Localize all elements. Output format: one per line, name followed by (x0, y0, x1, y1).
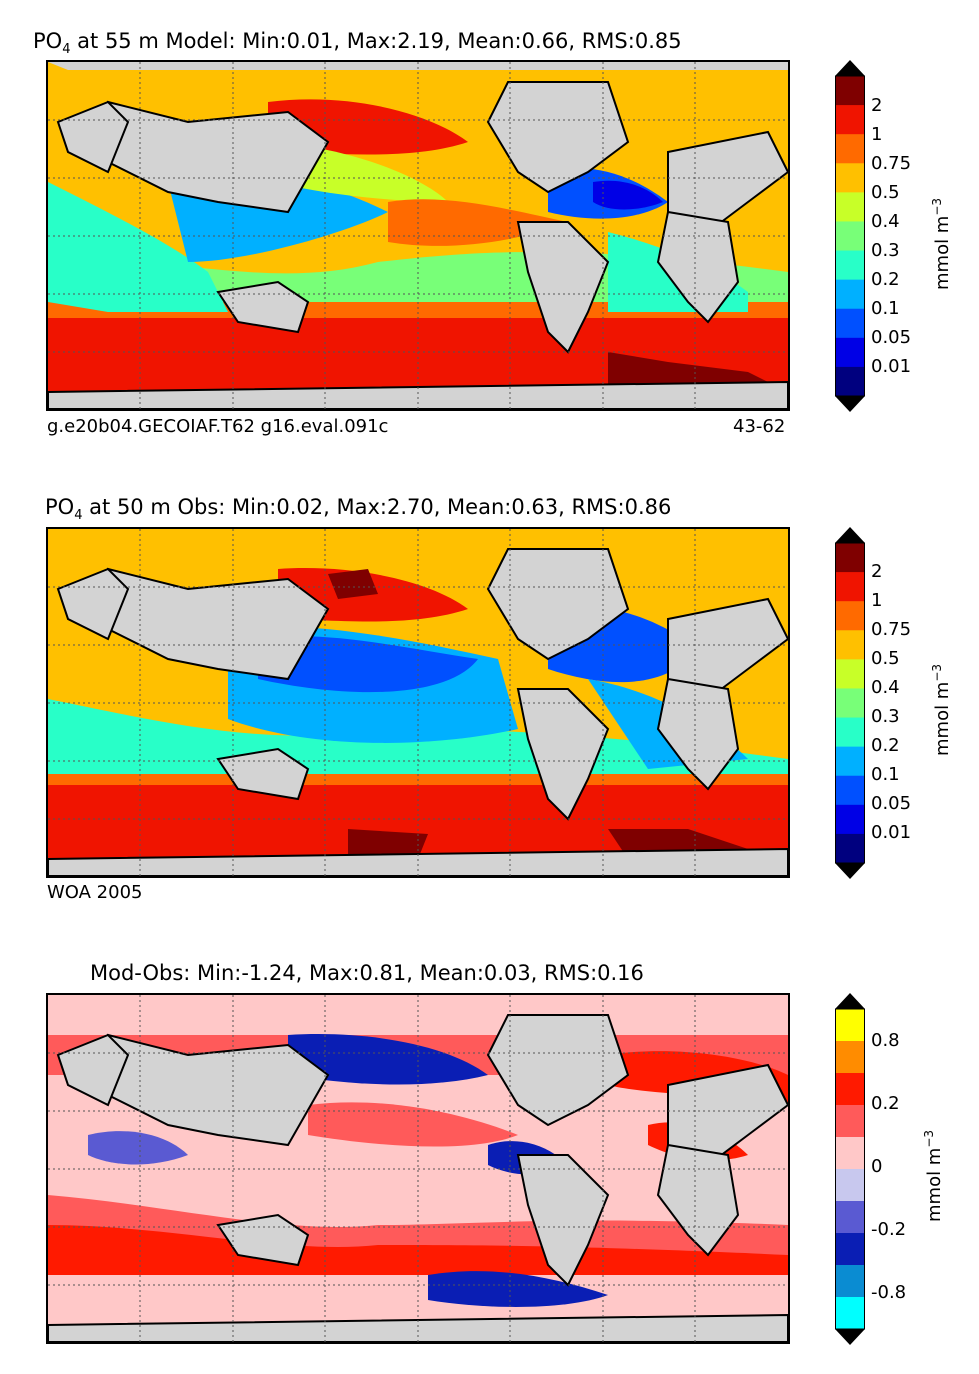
panel2-colorbar-tick: 0.1 (871, 764, 900, 785)
panel3-colorbar-swatch (835, 1073, 865, 1106)
panel1-colorbar-swatch (835, 134, 865, 164)
panel3-colorbar-arrow-bottom (835, 1329, 865, 1345)
panel3-colorbar-swatch (835, 1233, 865, 1266)
panel3-colorbar-tick: -0.2 (871, 1219, 907, 1240)
panel2-colorbar-tick: 0.01 (871, 822, 912, 843)
panel1-colorbar-swatch (835, 105, 865, 135)
panel2-colorbar-swatch (835, 833, 865, 864)
panel3-colorbar-swatch (835, 1137, 865, 1170)
panel1-colorbar-swatch (835, 337, 865, 368)
panel3-colorbar-swatch (835, 1201, 865, 1234)
panel2-colorbar-swatch (835, 746, 865, 777)
panel2-colorbar-swatch (835, 630, 865, 660)
panel3-units-sup: −3 (922, 1129, 936, 1148)
panel3-colorbar-frame (835, 1008, 865, 1330)
panel1-colorbar-tick: 1 (871, 124, 883, 145)
panel1-colorbar-swatch (835, 308, 865, 339)
panel2-title: PO4 at 50 m Obs: Min:0.02, Max:2.70, Mea… (45, 495, 671, 523)
panel3-map (46, 993, 790, 1344)
panel1-colorbar-tick: 0.4 (871, 211, 900, 232)
panel3-colorbar-swatch (835, 1265, 865, 1298)
panel2-colorbar-swatch (835, 601, 865, 631)
panel2-colorbar-swatch (835, 688, 865, 719)
panel1-colorbar-swatch (835, 76, 865, 106)
panel1-units-text: mmol m (932, 215, 953, 290)
panel2-units-sup: −3 (930, 663, 944, 682)
panel2-title-rest: at 50 m Obs: Min:0.02, Max:2.70, Mean:0.… (82, 495, 672, 519)
panel1-colorbar-swatch (835, 250, 865, 281)
panel2-colorbar-tick: 0.2 (871, 735, 900, 756)
panel1-colorbar-tick: 0.1 (871, 298, 900, 319)
panel1-colorbar-tick: 0.01 (871, 356, 912, 377)
panel2-colorbar (835, 527, 865, 879)
panel3-title: Mod-Obs: Min:-1.24, Max:0.81, Mean:0.03,… (90, 961, 644, 985)
panel1-colorbar-tick: 0.3 (871, 240, 900, 261)
panel3-colorbar-swatch (835, 1009, 865, 1042)
panel2-map (46, 527, 790, 878)
panel3-colorbar-units: mmol m−3 (922, 1130, 945, 1222)
panel1-colorbar-swatch (835, 192, 865, 222)
panel1-colorbar-frame (835, 75, 865, 397)
panel1-colorbar (835, 60, 865, 412)
panel1-colorbar-swatch (835, 366, 865, 397)
panel2-colorbar-tick: 2 (871, 561, 883, 582)
panel3-colorbar-swatch (835, 1041, 865, 1074)
panel3-colorbar-tick: -0.8 (871, 1282, 907, 1303)
panel3-colorbar-arrow-top (835, 993, 865, 1009)
panel1-colorbar-swatch (835, 279, 865, 310)
panel3-colorbar-tick: 0.2 (871, 1093, 900, 1114)
panel2-colorbar-tick: 1 (871, 590, 883, 611)
panel2-colorbar-frame (835, 542, 865, 864)
panel1-title-sub: 4 (62, 42, 71, 58)
panel1-title: PO4 at 55 m Model: Min:0.01, Max:2.19, M… (33, 29, 682, 57)
panel2-colorbar-tick: 0.3 (871, 706, 900, 727)
panel1-units-sup: −3 (930, 197, 944, 216)
panel1-title-var: PO (33, 29, 63, 53)
panel1-colorbar-tick: 2 (871, 95, 883, 116)
panel1-colorbar-swatch (835, 221, 865, 252)
panel1-colorbar-tick: 0.2 (871, 269, 900, 290)
panel2-colorbar-tick: 0.05 (871, 793, 912, 814)
panel2-colorbar-tick: 0.75 (871, 619, 912, 640)
panel3-units-text: mmol m (924, 1147, 945, 1222)
panel3-colorbar-tick: 0 (871, 1156, 883, 1177)
panel2-footer-left: WOA 2005 (47, 882, 143, 903)
panel3-colorbar-swatch (835, 1169, 865, 1202)
panel1-colorbar-arrow-bottom (835, 396, 865, 412)
panel3-colorbar-swatch (835, 1297, 865, 1330)
panel1-colorbar-units: mmol m−3 (930, 198, 953, 290)
panel2-colorbar-swatch (835, 543, 865, 573)
panel1-map (46, 60, 790, 411)
panel2-colorbar-swatch (835, 717, 865, 748)
panel2-colorbar-tick: 0.5 (871, 648, 900, 669)
panel2-colorbar-swatch (835, 572, 865, 602)
panel2-colorbar-swatch (835, 659, 865, 689)
panel1-title-rest: at 55 m Model: Min:0.01, Max:2.19, Mean:… (70, 29, 682, 53)
panel2-colorbar-arrow-bottom (835, 863, 865, 879)
panel1-colorbar-tick: 0.05 (871, 327, 912, 348)
panel1-footer-left: g.e20b04.GECOIAF.T62 g16.eval.091c (47, 416, 389, 437)
panel1-colorbar-swatch (835, 163, 865, 193)
panel1-colorbar-tick: 0.5 (871, 182, 900, 203)
panel2-title-sub: 4 (74, 508, 83, 524)
panel1-footer-right: 43-62 (733, 416, 786, 437)
panel2-colorbar-tick: 0.4 (871, 677, 900, 698)
panel3-colorbar-tick: 0.8 (871, 1030, 900, 1051)
panel3-colorbar (835, 993, 865, 1345)
panel2-colorbar-units: mmol m−3 (930, 664, 953, 756)
panel1-colorbar-tick: 0.75 (871, 153, 912, 174)
panel2-title-var: PO (45, 495, 75, 519)
panel2-colorbar-swatch (835, 804, 865, 835)
panel3-colorbar-swatch (835, 1105, 865, 1138)
panel1-colorbar-arrow-top (835, 60, 865, 76)
panel2-colorbar-swatch (835, 775, 865, 806)
panel2-units-text: mmol m (932, 681, 953, 756)
panel2-colorbar-arrow-top (835, 527, 865, 543)
